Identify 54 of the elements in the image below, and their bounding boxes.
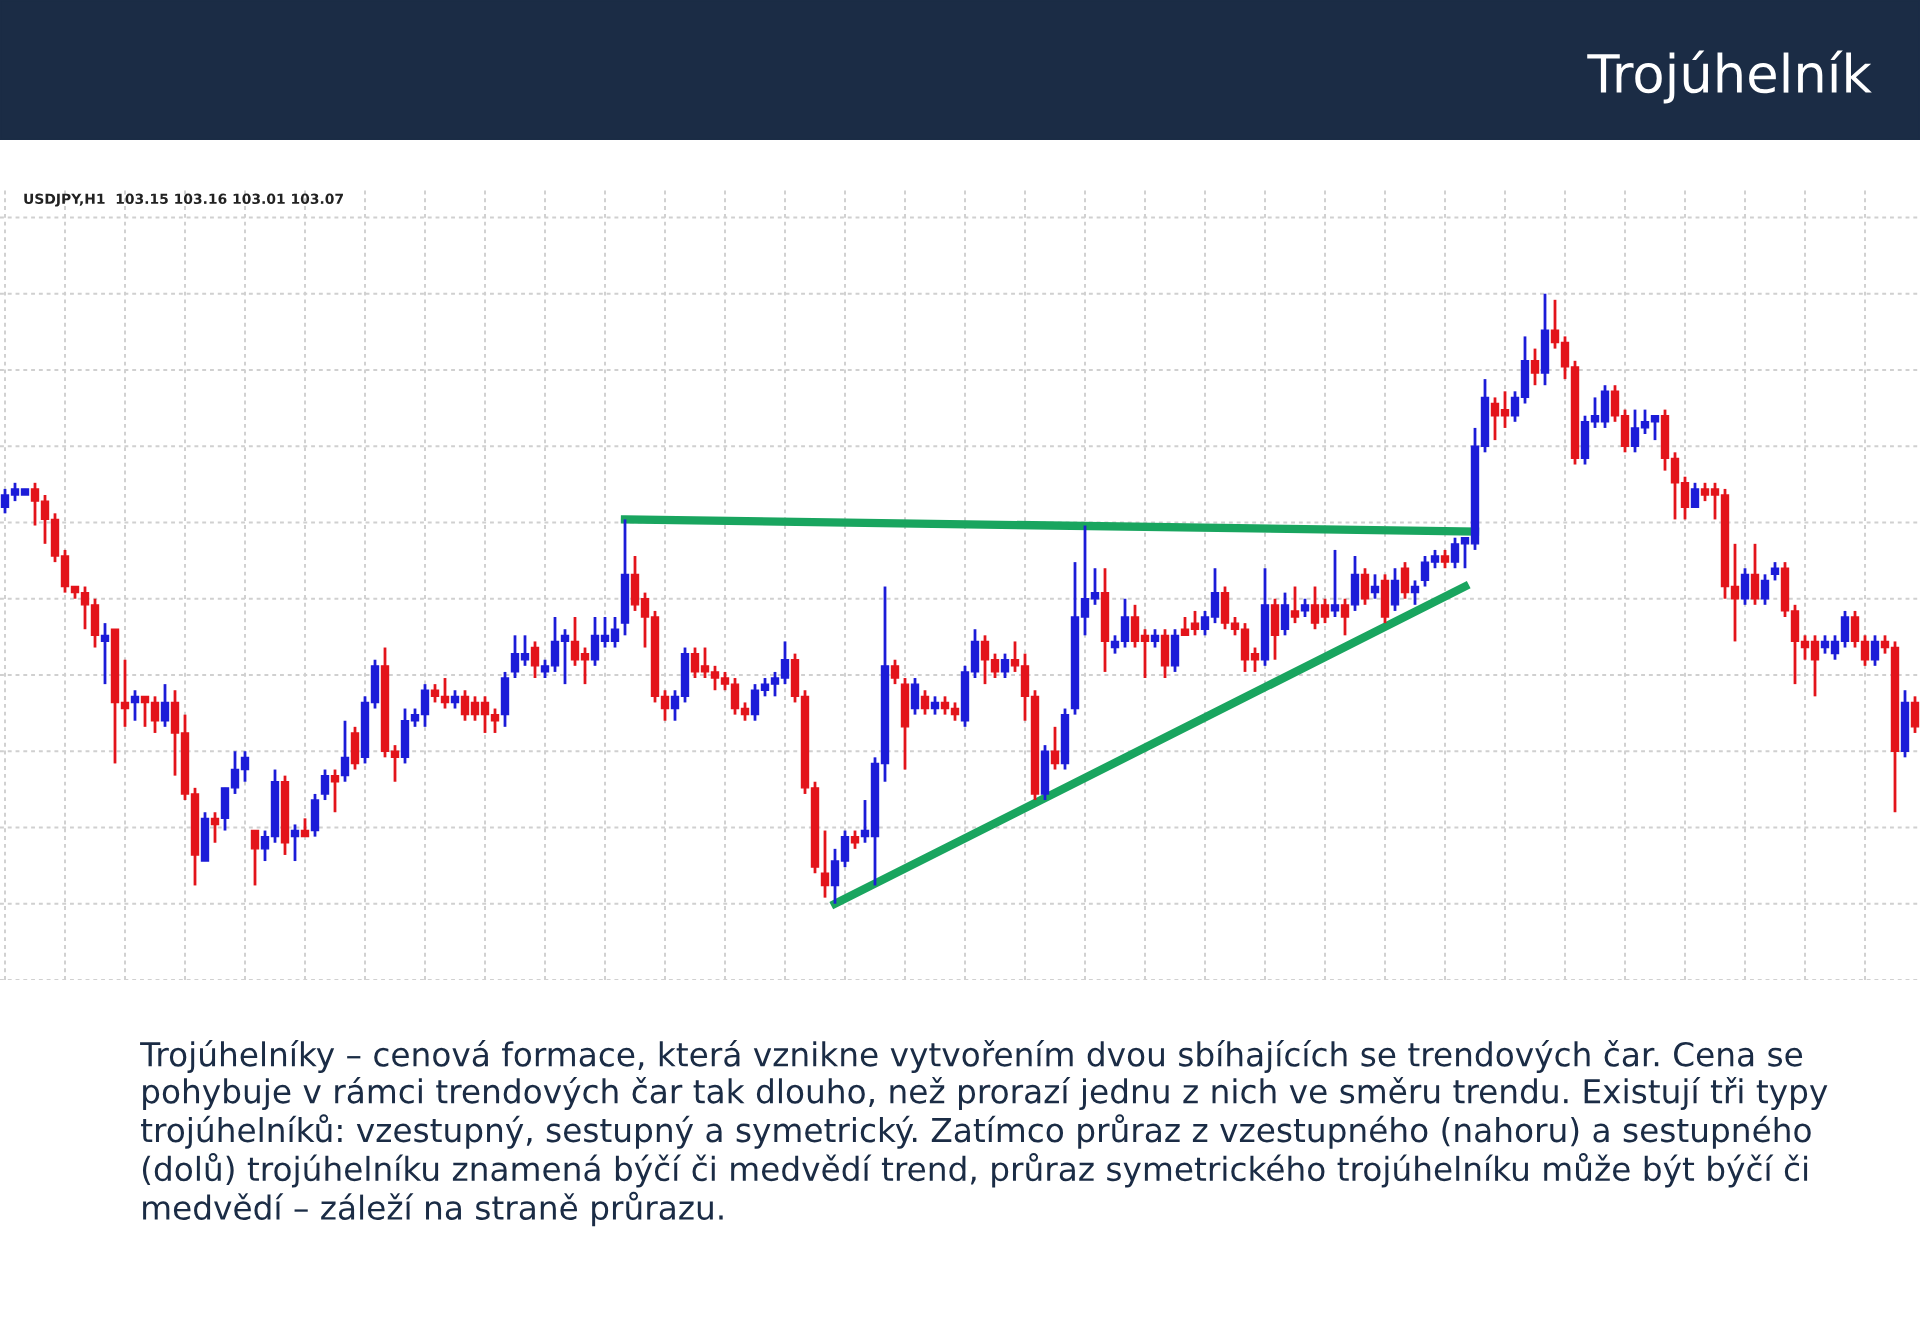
candlestick	[320, 768, 330, 802]
candlestick	[1160, 627, 1170, 680]
candlestick	[1000, 652, 1010, 680]
candlestick	[910, 676, 920, 717]
candlestick	[1350, 554, 1360, 613]
candlestick	[350, 725, 360, 771]
candlestick	[130, 688, 140, 723]
candlestick	[210, 810, 220, 845]
candlestick	[1050, 725, 1060, 771]
candlestick	[290, 823, 300, 863]
candlestick	[1370, 572, 1380, 601]
candlestick	[500, 670, 510, 729]
candlestick	[530, 640, 540, 680]
candlestick	[1300, 597, 1310, 619]
candlestick	[1770, 560, 1780, 582]
candlestick	[1530, 347, 1540, 387]
candlestick	[1290, 585, 1300, 625]
candlestick	[1690, 481, 1700, 509]
candlestick	[1170, 627, 1180, 674]
candlestick	[1540, 292, 1550, 387]
candlestick	[1440, 548, 1450, 570]
candlestick	[1280, 591, 1290, 637]
candlestick	[1760, 572, 1770, 607]
candlestick	[1740, 566, 1750, 607]
candlestick	[1390, 566, 1400, 613]
candlestick	[920, 688, 930, 717]
candlestick	[1270, 597, 1280, 662]
candlestick	[850, 829, 860, 851]
candlestick	[1340, 597, 1350, 637]
candlestick	[820, 829, 830, 900]
candlestick	[1380, 572, 1390, 625]
candlestick	[330, 768, 340, 814]
candlestick	[1910, 694, 1920, 735]
candlestick	[300, 816, 310, 839]
candlestick	[930, 694, 940, 717]
candlestick	[1870, 633, 1880, 668]
candlestick	[1360, 566, 1370, 607]
candlestick	[1400, 560, 1410, 601]
candlestick	[900, 676, 910, 771]
candlestick	[1330, 548, 1340, 619]
candlestick	[890, 658, 900, 686]
candlestick	[1410, 579, 1420, 607]
chart-title: Trojúhelník	[1587, 50, 1872, 104]
candlestick	[1040, 743, 1050, 802]
candlestick	[310, 792, 320, 839]
candlestick	[100, 621, 110, 686]
candlestick	[200, 810, 210, 863]
candlestick	[250, 829, 260, 887]
candlestick	[160, 682, 170, 729]
text: Trojúhelníky – cenová formace, která vznikne vytvořením dvou sbíhajících se trendových čar. Cena se pohybuje v rámci trendových čar tak dlouho, než prorazí jednu z nich ve směru trendu. Existují tři typy trojúhelníků: vzestupný, sestupný a symetrický. Zatímco průraz z vzestupného (nahoru) a sestupného (dolů) trojúhelníku znamená býčí či medvědí trend, průraz symetrického trojúhelníku může být býčí či medvědí – záleží na straně průrazu.	[140, 1040, 1828, 1227]
candlestick	[450, 688, 460, 710]
candlestick	[1750, 542, 1760, 607]
candlestick	[1150, 627, 1160, 649]
candlestick	[340, 719, 350, 784]
